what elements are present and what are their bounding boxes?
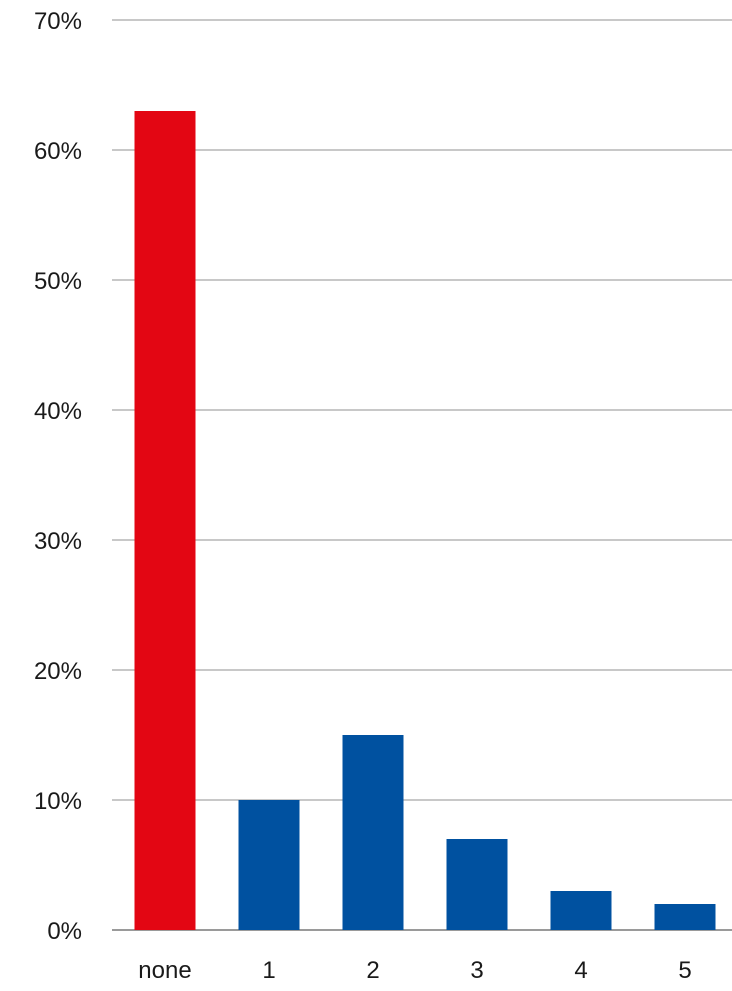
x-tick-label: 1	[262, 957, 275, 984]
y-tick-label: 40%	[34, 398, 82, 425]
x-tick-label: 5	[678, 957, 691, 984]
y-tick-label: 70%	[34, 8, 82, 35]
bars	[134, 111, 716, 930]
x-tick-label: none	[138, 957, 191, 984]
bar-3	[446, 839, 508, 930]
y-axis-tick-labels: 0% 10% 20% 30% 40% 50% 60% 70%	[34, 8, 82, 945]
y-tick-label: 20%	[34, 658, 82, 685]
x-tick-label: 3	[470, 957, 483, 984]
y-tick-label: 60%	[34, 138, 82, 165]
x-tick-label: 4	[574, 957, 587, 984]
bar-2	[342, 735, 404, 930]
bar-4	[550, 891, 612, 930]
x-tick-label: 2	[366, 957, 379, 984]
y-tick-label: 0%	[47, 918, 82, 945]
y-tick-label: 30%	[34, 528, 82, 555]
y-tick-label: 50%	[34, 268, 82, 295]
bar-none	[134, 111, 196, 930]
gridlines	[112, 19, 732, 931]
y-tick-label: 10%	[34, 788, 82, 815]
bar-1	[238, 800, 300, 930]
x-axis-tick-labels: none 1 2 3 4 5	[138, 957, 691, 984]
bar-5	[654, 904, 716, 930]
